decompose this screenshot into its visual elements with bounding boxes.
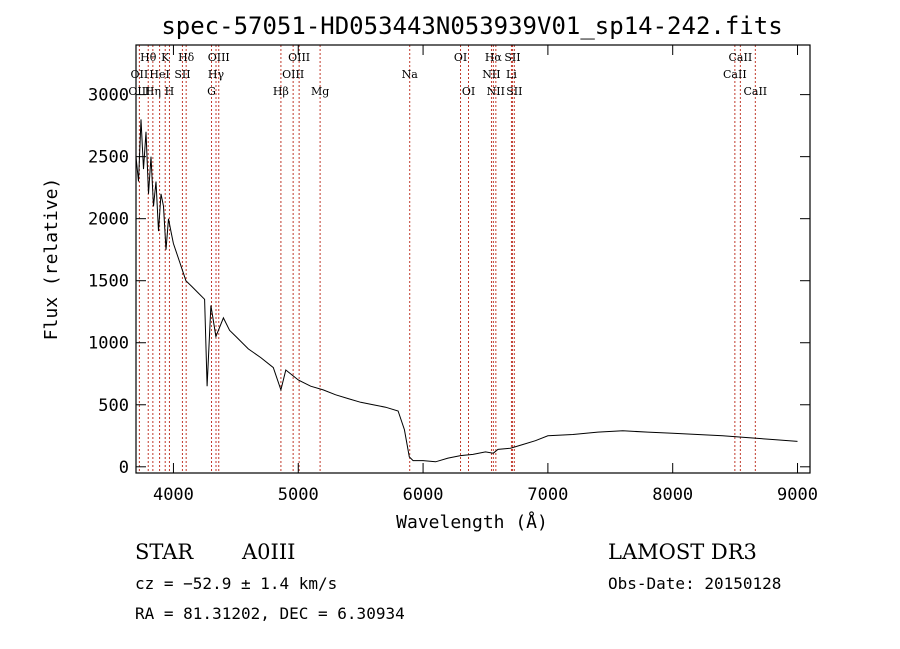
line-marker-label: Hη [145,85,161,98]
y-tick-label: 0 [119,458,129,478]
y-tick-label: 2000 [88,210,129,230]
y-tick-label: 3000 [88,86,129,106]
line-marker-label: K [161,51,170,64]
object-class: STAR [135,540,194,564]
line-marker-label: G [207,85,216,98]
line-marker-label: OI [454,51,467,64]
line-marker-label: SII [174,68,190,81]
object-subclass: A0III [241,540,295,564]
line-marker-label: Na [402,68,419,81]
survey-name: LAMOST DR3 [608,540,757,564]
line-marker-label: HeI [149,68,169,81]
line-marker-label: CaII [743,85,767,98]
line-marker-label: CaII [723,68,747,81]
line-marker-label: NII [482,68,500,81]
line-markers [138,45,756,473]
line-marker-label: CaII [729,51,753,64]
redshift-readout: cz = −52.9 ± 1.4 km/s [135,574,337,593]
x-axis-ticks: 4000 5000 6000 7000 8000 9000 [153,45,818,505]
x-axis-label: Wavelength (Å) [396,511,548,533]
x-tick-label: 9000 [777,485,818,505]
x-tick-label: 7000 [527,485,568,505]
line-marker-label: Li [506,68,517,81]
line-marker-label: SII [506,85,522,98]
line-marker-label: NII [487,85,505,98]
line-marker-label: Hθ [140,51,157,64]
line-marker-label: OIII [288,51,310,64]
x-tick-label: 5000 [278,485,319,505]
line-marker-label: OI [462,85,475,98]
observation-date: Obs-Date: 20150128 [608,574,781,593]
x-tick-label: 6000 [403,485,444,505]
plot-frame [135,44,811,474]
line-marker-label: H [165,85,175,98]
line-marker-label: Mg [311,85,329,98]
y-tick-label: 2500 [88,148,129,168]
y-tick-label: 500 [98,396,129,416]
line-marker-label: Hγ [208,68,225,81]
chart-title: spec-57051-HD053443N053939V01_sp14-242.f… [161,12,782,40]
x-tick-label: 4000 [153,485,194,505]
y-axis-label: Flux (relative) [41,178,62,341]
line-marker-label: SII [504,51,520,64]
coordinates-readout: RA = 81.31202, DEC = 6.30934 [135,604,405,623]
line-marker-label: OII [131,68,149,81]
line-marker-label: OIII [282,68,304,81]
y-tick-label: 1000 [88,334,129,354]
line-marker-label: Hδ [178,51,195,64]
line-marker-label: Hα [485,51,503,64]
y-axis-ticks: 0 500 1000 1500 2000 2500 3000 [88,86,810,478]
y-tick-label: 1500 [88,272,129,292]
line-marker-label: Hβ [273,85,289,98]
spectrum-line [135,119,798,463]
x-tick-label: 8000 [652,485,693,505]
line-marker-label: OIII [208,51,230,64]
